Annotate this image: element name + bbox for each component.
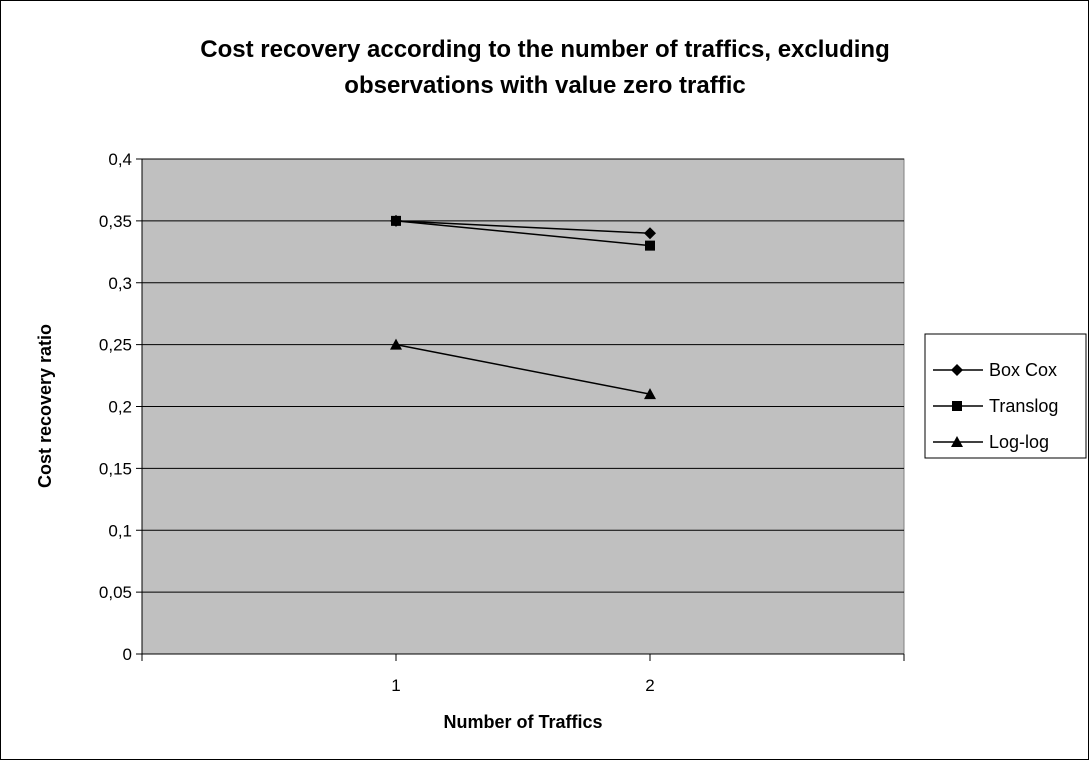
y-tick-label: 0 <box>123 645 132 664</box>
y-tick-label: 0,3 <box>108 274 132 293</box>
data-point-log-log <box>390 338 402 350</box>
legend: Box Cox Translog Log-log <box>933 360 1058 452</box>
y-tick-label: 0,4 <box>108 150 132 169</box>
x-axis-label: Number of Traffics <box>443 712 602 732</box>
series-line-log-log <box>395 343 651 395</box>
legend-marker-translog <box>952 401 962 411</box>
chart-title-line1: Cost recovery according to the number of… <box>200 36 889 63</box>
y-axis-label: Cost recovery ratio <box>35 324 55 488</box>
data-point-log-log <box>644 388 656 400</box>
y-tick-label: 0,25 <box>99 336 132 355</box>
legend-label-box-cox: Box Cox <box>989 360 1057 380</box>
series-layer <box>390 214 656 400</box>
x-tick-label: 1 <box>391 676 400 695</box>
y-tick-label: 0,15 <box>99 459 132 478</box>
y-axis: 0 0,05 0,1 0,15 0,2 0,25 0,3 0,35 0,4 <box>99 150 143 664</box>
legend-marker-box-cox <box>951 364 963 376</box>
data-point-translog <box>391 215 401 226</box>
chart-title-line2: observations with value zero traffic <box>344 72 745 99</box>
legend-box <box>924 333 1087 459</box>
series-line-box-cox <box>395 220 651 234</box>
data-point-translog <box>645 240 655 251</box>
legend-marker-log-log <box>951 436 963 447</box>
series-line-translog <box>395 220 651 247</box>
grid-lines <box>142 158 904 593</box>
y-tick-label: 0,05 <box>99 583 132 602</box>
y-tick-label: 0,1 <box>108 521 132 540</box>
y-tick-label: 0,2 <box>108 398 132 417</box>
x-tick-label: 2 <box>645 676 654 695</box>
legend-label-translog: Translog <box>989 396 1058 416</box>
legend-label-log-log: Log-log <box>989 432 1049 452</box>
data-point-box-cox <box>644 227 656 240</box>
y-tick-label: 0,35 <box>99 212 132 231</box>
